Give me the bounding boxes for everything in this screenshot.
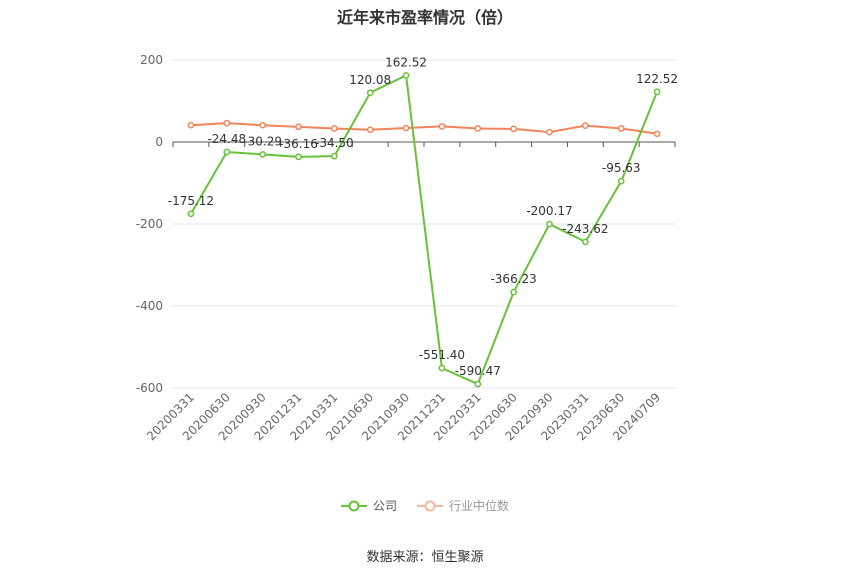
- company-pe-point: [223, 148, 231, 156]
- legend-label-industry-median: 行业中位数: [449, 499, 510, 513]
- company-pe-point: [510, 288, 517, 296]
- legend-line-icon: [340, 500, 367, 511]
- industry-median-point: [438, 123, 446, 130]
- legend-label-company: 公司: [372, 499, 397, 513]
- data-label: -200.17: [526, 204, 572, 218]
- company-pe-point: [331, 152, 338, 160]
- data-label: -243.62: [562, 222, 608, 236]
- data-label: -95.63: [602, 161, 641, 175]
- industry-median-point: [617, 125, 625, 132]
- industry-median-line: [190, 122, 658, 135]
- legend: 公司 行业中位数: [0, 497, 850, 514]
- industry-median-point: [582, 122, 589, 129]
- industry-median-point: [402, 124, 410, 132]
- company-pe-point: [438, 364, 446, 372]
- company-pe-line: [190, 74, 658, 386]
- industry-median-point: [366, 126, 374, 134]
- data-label: -366.23: [490, 272, 536, 286]
- company-pe-point: [474, 380, 482, 388]
- industry-median-point: [259, 121, 266, 129]
- industry-median-point: [187, 121, 195, 129]
- industry-median-point: [223, 119, 231, 127]
- data-label: -590.47: [455, 364, 501, 378]
- company-pe-point: [366, 89, 374, 97]
- industry-median-point: [510, 125, 517, 133]
- y-tick-label: -400: [136, 299, 163, 313]
- y-tick-label: 200: [140, 53, 163, 67]
- data-label: -34.50: [315, 136, 354, 150]
- data-label: -24.48: [207, 132, 246, 146]
- industry-median-point: [295, 123, 302, 131]
- data-label: -551.40: [419, 348, 465, 362]
- y-tick-label: 0: [155, 135, 163, 149]
- industry-median-point: [546, 128, 553, 136]
- data-label: -30.29: [243, 134, 282, 148]
- legend-item-industry-median[interactable]: 行业中位数: [417, 497, 509, 514]
- y-tick-label: -600: [136, 381, 163, 395]
- company-pe-point: [187, 210, 195, 218]
- company-pe-point: [546, 220, 553, 228]
- chart-title: 近年来市盈率情况（倍）: [336, 8, 513, 27]
- company-pe-point: [295, 153, 302, 161]
- data-label: -175.12: [168, 194, 214, 208]
- legend-item-company[interactable]: 公司: [340, 497, 397, 514]
- industry-median-point: [474, 125, 482, 132]
- legend-line-icon: [417, 500, 443, 511]
- company-pe-point: [617, 177, 625, 185]
- data-label: 162.52: [385, 55, 427, 69]
- industry-median-point: [331, 125, 338, 132]
- company-pe-point: [402, 72, 410, 79]
- data-label: 122.52: [636, 72, 678, 86]
- y-tick-label: -200: [136, 217, 163, 231]
- data-label: -36.16: [279, 137, 318, 151]
- company-pe-point: [582, 238, 589, 246]
- data-source: 数据来源：恒生聚源: [366, 550, 484, 565]
- company-pe-point: [653, 88, 661, 96]
- company-pe-point: [259, 151, 266, 158]
- data-label: 120.08: [349, 73, 391, 87]
- industry-median-point: [653, 130, 661, 138]
